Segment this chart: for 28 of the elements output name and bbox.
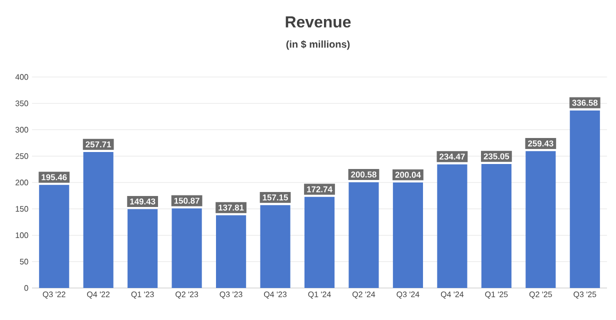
data-label: 157.15 [262, 194, 288, 200]
data-label: 235.05 [484, 153, 510, 160]
data-label: 336.58 [572, 100, 598, 106]
data-label: 137.81 [218, 204, 244, 211]
bar [392, 182, 424, 288]
data-label: 195.46 [42, 174, 67, 180]
data-label: 257.71 [86, 141, 112, 148]
bar [216, 215, 246, 288]
data-label: 150.87 [174, 198, 200, 204]
bar [39, 184, 70, 288]
chart-title: Revenue [286, 16, 351, 28]
data-label: 200.58 [351, 172, 376, 178]
chart-subtitle: (in $ millions) [286, 40, 350, 50]
bar [128, 209, 158, 288]
bar [570, 110, 600, 288]
data-label: 172.74 [307, 186, 332, 192]
data-label: 234.47 [440, 154, 465, 160]
bar [83, 152, 114, 288]
bar [526, 151, 556, 288]
bar [481, 164, 512, 288]
bar [348, 182, 379, 288]
data-label: 259.43 [528, 140, 554, 146]
data-label: 200.04 [395, 172, 421, 178]
data-label: 149.43 [130, 198, 156, 204]
bar [304, 196, 335, 288]
bar [172, 208, 202, 288]
bar [437, 164, 468, 288]
bar [260, 205, 290, 288]
